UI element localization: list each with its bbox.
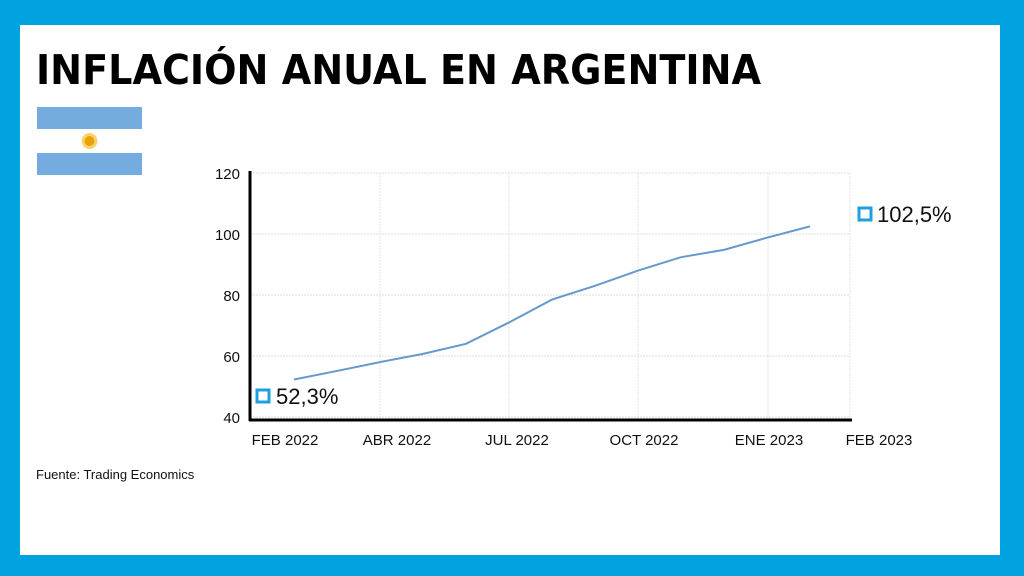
page-title: INFLACIÓN ANUAL EN ARGENTINA: [36, 46, 761, 94]
panel: [20, 25, 1000, 555]
end-annotation: 102,5%: [877, 202, 952, 227]
y-tick-label: 40: [223, 410, 240, 427]
y-tick-label: 80: [223, 288, 240, 305]
series-line: [293, 225, 811, 381]
y-tick-label: 60: [223, 349, 240, 366]
x-tick-label: ENE 2023: [735, 432, 803, 449]
x-tick-label: FEB 2023: [846, 432, 913, 449]
x-tick-label: OCT 2022: [610, 432, 679, 449]
y-tick-label: 120: [215, 166, 240, 183]
source-note: Fuente: Trading Economics: [36, 467, 195, 482]
y-tick-label: 100: [215, 227, 240, 244]
x-tick-label: FEB 2022: [252, 432, 319, 449]
argentina-flag-icon: [37, 107, 142, 175]
start-marker-icon: [255, 388, 271, 404]
x-tick-label: ABR 2022: [363, 432, 431, 449]
end-marker-icon: [857, 206, 873, 222]
start-annotation: 52,3%: [276, 384, 338, 409]
x-tick-label: JUL 2022: [485, 432, 549, 449]
